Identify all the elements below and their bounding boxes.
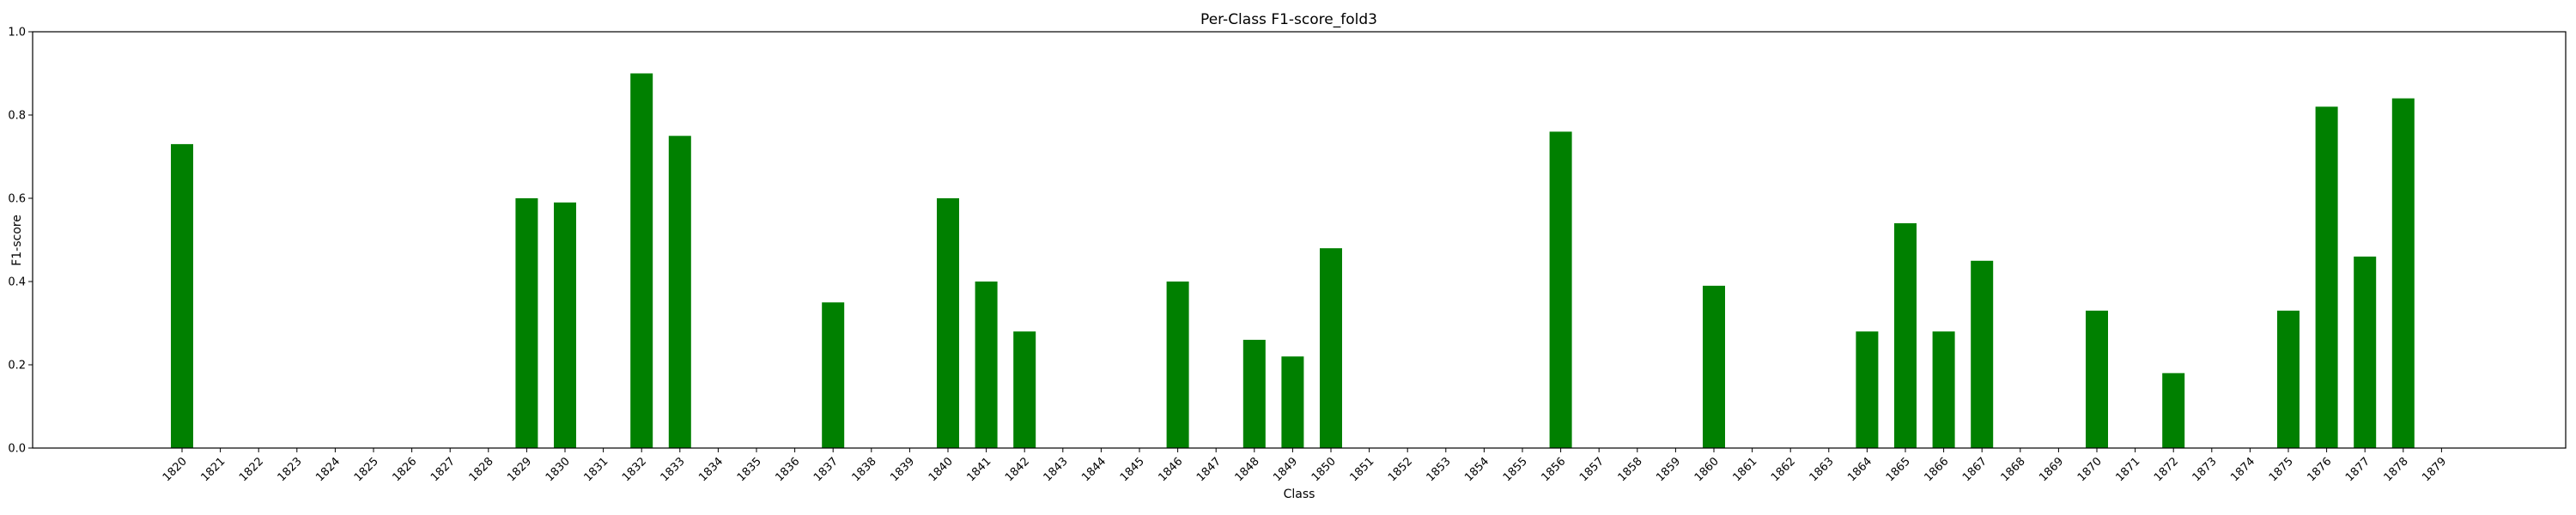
x-tick-label: 1835 <box>735 455 764 484</box>
x-tick-label: 1857 <box>1577 455 1607 484</box>
x-tick-label: 1846 <box>1156 455 1185 484</box>
x-tick-label: 1832 <box>620 455 649 484</box>
plot-frame <box>32 31 2567 449</box>
bar-1856 <box>1549 131 1572 448</box>
x-tick-label: 1834 <box>696 455 726 484</box>
x-tick-label: 1829 <box>505 455 534 484</box>
bar-1877 <box>2354 256 2377 448</box>
y-ticks-group: 0.0 0.2 0.4 0.6 0.8 1.0 <box>8 27 33 456</box>
bar-1829 <box>515 198 538 448</box>
x-tick-label: 1838 <box>850 455 879 484</box>
x-tick-label: 1878 <box>2382 455 2411 484</box>
x-tick-label: 1831 <box>581 455 611 484</box>
y-tick-label: 0.6 <box>8 193 26 206</box>
x-tick-label: 1842 <box>1003 455 1032 484</box>
x-tick-label: 1822 <box>237 455 266 484</box>
x-tick-label: 1847 <box>1194 455 1224 484</box>
x-tick-label: 1872 <box>2152 455 2181 484</box>
x-ticks-group: 1820 1821 1822 1823 1824 1825 1826 1827 1828 1829… <box>161 448 2449 484</box>
y-tick-label: 0.2 <box>8 360 26 373</box>
x-tick-label: 1869 <box>2037 455 2066 484</box>
x-tick-label: 1866 <box>1922 455 1951 484</box>
y-tick-label: 1.0 <box>8 27 26 39</box>
x-tick-label: 1870 <box>2075 455 2105 484</box>
x-tick-label: 1825 <box>352 455 381 484</box>
y-tick-label: 0.0 <box>8 443 26 456</box>
x-tick-label: 1858 <box>1616 455 1645 484</box>
x-tick-label: 1841 <box>964 455 993 484</box>
x-tick-label: 1850 <box>1309 455 1339 484</box>
bar-1846 <box>1166 282 1189 448</box>
x-tick-label: 1836 <box>773 455 802 484</box>
x-tick-label: 1823 <box>276 455 305 484</box>
bar-1864 <box>1856 331 1879 448</box>
x-tick-label: 1860 <box>1692 455 1722 484</box>
x-tick-label: 1867 <box>1960 455 1990 484</box>
x-tick-label: 1853 <box>1425 455 1454 484</box>
x-tick-label: 1871 <box>2113 455 2142 484</box>
x-tick-label: 1839 <box>888 455 917 484</box>
y-tick-label: 0.8 <box>8 110 26 123</box>
x-tick-label: 1821 <box>198 455 228 484</box>
chart-title: Per-Class F1-score_fold3 <box>1200 11 1377 28</box>
x-tick-label: 1845 <box>1118 455 1147 484</box>
x-tick-label: 1837 <box>811 455 841 484</box>
x-tick-label: 1876 <box>2305 455 2334 484</box>
x-tick-label: 1873 <box>2190 455 2220 484</box>
x-tick-label: 1874 <box>2228 455 2257 484</box>
x-tick-label: 1856 <box>1539 455 1568 484</box>
bar-1841 <box>975 282 998 448</box>
bar-1866 <box>1932 331 1955 448</box>
y-axis-label: F1-score <box>10 215 24 266</box>
x-tick-label: 1844 <box>1079 455 1109 484</box>
x-tick-label: 1868 <box>1999 455 2028 484</box>
bars-group <box>171 73 2415 449</box>
x-tick-label: 1862 <box>1769 455 1798 484</box>
x-tick-label: 1827 <box>428 455 458 484</box>
y-tick-label: 0.4 <box>8 276 26 289</box>
x-tick-label: 1851 <box>1347 455 1376 484</box>
x-tick-label: 1830 <box>544 455 573 484</box>
x-tick-label: 1828 <box>467 455 496 484</box>
x-tick-label: 1854 <box>1462 455 1492 484</box>
bar-1837 <box>822 302 845 449</box>
x-tick-label: 1849 <box>1271 455 1300 484</box>
x-tick-label: 1824 <box>313 455 343 484</box>
x-tick-label: 1855 <box>1501 455 1530 484</box>
x-tick-label: 1840 <box>927 455 956 484</box>
x-tick-label: 1865 <box>1884 455 1913 484</box>
x-axis-label: Class <box>1284 488 1315 501</box>
bar-1876 <box>2315 106 2338 449</box>
x-tick-label: 1859 <box>1654 455 1683 484</box>
bar-1872 <box>2162 373 2185 448</box>
x-tick-label: 1852 <box>1386 455 1415 484</box>
bar-1848 <box>1242 339 1266 448</box>
bar-1850 <box>1320 248 1342 448</box>
bar-1867 <box>1971 260 1994 449</box>
bar-1875 <box>2277 310 2300 448</box>
x-tick-label: 1875 <box>2267 455 2296 484</box>
bar-1870 <box>2086 310 2108 448</box>
bar-1878 <box>2391 98 2415 448</box>
bar-1820 <box>171 143 193 448</box>
x-tick-label: 1848 <box>1233 455 1262 484</box>
bar-1849 <box>1281 356 1304 448</box>
bar-1865 <box>1894 223 1917 448</box>
x-tick-label: 1877 <box>2343 455 2372 484</box>
x-tick-label: 1826 <box>390 455 419 484</box>
x-tick-label: 1879 <box>2420 455 2449 484</box>
x-tick-label: 1864 <box>1845 455 1874 484</box>
bar-1833 <box>668 136 691 449</box>
bar-1860 <box>1703 285 1725 448</box>
bar-1832 <box>630 73 653 448</box>
x-tick-label: 1820 <box>161 455 190 484</box>
x-tick-label: 1861 <box>1730 455 1759 484</box>
bar-1842 <box>1013 331 1036 448</box>
bar-1830 <box>554 202 576 448</box>
x-tick-label: 1843 <box>1042 455 1071 484</box>
bar-1840 <box>937 198 959 448</box>
x-tick-label: 1833 <box>659 455 688 484</box>
x-tick-label: 1863 <box>1807 455 1837 484</box>
